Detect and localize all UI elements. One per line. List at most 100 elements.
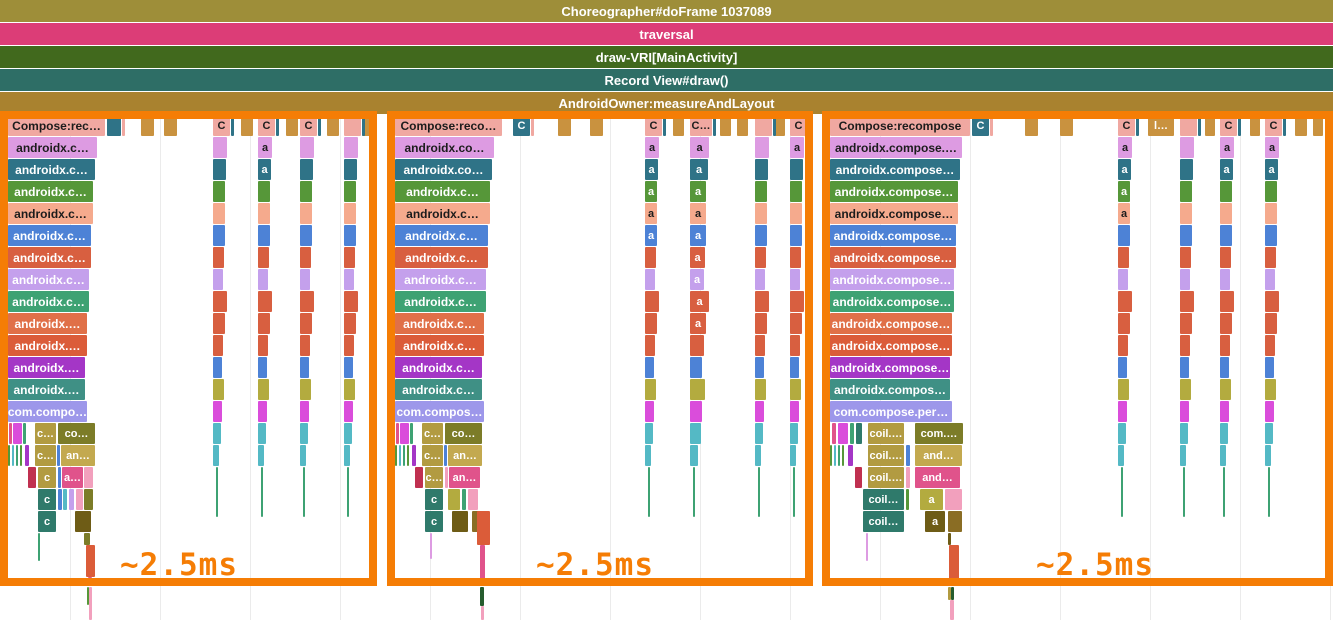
mini-stack-tail[interactable] [1183,467,1185,517]
stack-slice[interactable]: com.compose.per… [830,401,952,422]
tail-slice[interactable] [87,587,89,605]
mini-stack-slice[interactable] [300,225,312,246]
trace-slice[interactable] [327,115,339,136]
mini-stack-sliver[interactable] [362,115,365,136]
stack-slice[interactable]: androidx.co… [395,159,492,180]
trace-slice[interactable] [948,511,962,532]
mini-stack-slice[interactable] [1220,225,1232,246]
mini-stack-slice[interactable] [300,401,309,422]
mini-stack-slice[interactable] [213,357,222,378]
mini-stack-slice[interactable] [213,225,225,246]
mini-stack-slice[interactable] [1220,357,1229,378]
mini-stack-slice[interactable] [1220,247,1231,268]
trace-slice[interactable] [838,445,840,466]
mini-stack-slice[interactable] [300,335,310,356]
trace-slice[interactable] [107,115,121,136]
mini-stack-slice[interactable] [645,247,656,268]
mini-stack-sliver[interactable] [1238,115,1241,136]
mini-stack-slice[interactable]: a [1118,203,1130,224]
mini-stack-slice[interactable] [790,225,802,246]
mini-stack-slice[interactable] [1220,181,1232,202]
mini-stack-sliver[interactable] [663,115,666,136]
trace-slice[interactable] [452,511,468,532]
mini-stack-slice[interactable] [300,247,311,268]
trace-slice[interactable] [848,445,853,466]
trace-slice[interactable] [448,489,460,510]
trace-slice[interactable] [403,445,405,466]
tail-slice[interactable] [38,533,40,561]
mini-stack-slice[interactable] [300,269,310,290]
mini-stack-slice[interactable] [790,269,800,290]
stack-slice[interactable]: com.compos… [395,401,484,422]
trace-slice[interactable]: c [38,467,56,488]
trace-slice[interactable] [407,445,409,466]
mini-stack-slice[interactable] [690,335,704,356]
mini-stack-slice[interactable] [258,269,268,290]
mini-stack-slice[interactable] [258,291,272,312]
mini-stack-slice[interactable] [1118,269,1128,290]
mini-stack-sliver[interactable] [773,115,776,136]
mini-stack-tail[interactable] [1121,467,1123,517]
trace-slice[interactable] [855,467,862,488]
mini-stack-slice[interactable] [1220,313,1232,334]
trace-slice[interactable]: co… [445,423,482,444]
trace-slice[interactable] [1025,115,1038,136]
trace-slice[interactable] [286,115,298,136]
mini-stack-slice[interactable]: a [1265,137,1279,158]
mini-stack-slice[interactable] [344,247,355,268]
mini-stack-tail[interactable] [1268,467,1270,517]
trace-slice[interactable] [25,445,29,466]
trace-slice[interactable]: and… [915,467,960,488]
mini-stack-slice[interactable] [755,357,764,378]
trace-slice[interactable] [673,115,684,136]
trace-slice[interactable] [906,445,910,466]
trace-slice[interactable] [57,445,60,466]
mini-stack-slice[interactable] [213,445,219,466]
stack-slice[interactable]: androidx.… [8,379,85,400]
stack-slice[interactable]: androidx.compose… [830,357,950,378]
stack-slice[interactable]: androidx.c… [395,269,486,290]
trace-slice[interactable] [444,445,447,466]
mini-stack-slice[interactable] [344,423,352,444]
mini-stack-slice[interactable] [258,225,270,246]
mini-stack-tail[interactable] [216,467,218,517]
mini-stack-cap[interactable]: C [300,115,317,136]
mini-stack-slice[interactable] [213,291,227,312]
mini-stack-slice[interactable] [755,203,767,224]
stack-slice[interactable]: Compose:recompose [830,115,970,136]
trace-slice[interactable]: C [972,115,989,136]
mini-stack-slice[interactable] [213,181,225,202]
stack-slice[interactable]: androidx.c… [395,203,490,224]
mini-stack-sliver[interactable] [1136,115,1139,136]
mini-stack-slice[interactable] [344,159,357,180]
stack-slice[interactable]: androidx.… [8,335,87,356]
mini-stack-slice[interactable] [690,357,702,378]
mini-stack-slice[interactable]: a [690,225,706,246]
stack-slice[interactable]: androidx.compose… [830,203,958,224]
mini-stack-slice[interactable]: a [1220,137,1234,158]
mini-stack-slice[interactable] [258,445,264,466]
tail-slice[interactable] [88,577,92,586]
trace-slice[interactable] [28,467,36,488]
mini-stack-slice[interactable]: a [1118,181,1130,202]
mini-stack-slice[interactable] [1180,291,1194,312]
mini-stack-slice[interactable] [1220,445,1226,466]
mini-stack-sliver[interactable] [276,115,279,136]
trace-slice[interactable] [850,423,854,444]
mini-stack-slice[interactable] [790,357,799,378]
trace-slice[interactable]: coil… [863,511,904,532]
mini-stack-cap[interactable]: C [1265,115,1282,136]
mini-stack-slice[interactable] [344,401,353,422]
trace-slice[interactable] [906,467,910,488]
mini-stack-slice[interactable] [755,335,765,356]
mini-stack-cap[interactable]: C [1220,115,1237,136]
mini-stack-slice[interactable] [213,247,224,268]
trace-slice[interactable] [462,489,466,510]
mini-stack-slice[interactable] [300,423,308,444]
trace-slice[interactable] [838,423,848,444]
mini-stack-slice[interactable] [300,137,314,158]
mini-stack-slice[interactable] [213,379,224,400]
trace-slice[interactable] [720,115,731,136]
trace-slice[interactable]: c… [35,445,56,466]
mini-stack-slice[interactable]: a [690,313,706,334]
